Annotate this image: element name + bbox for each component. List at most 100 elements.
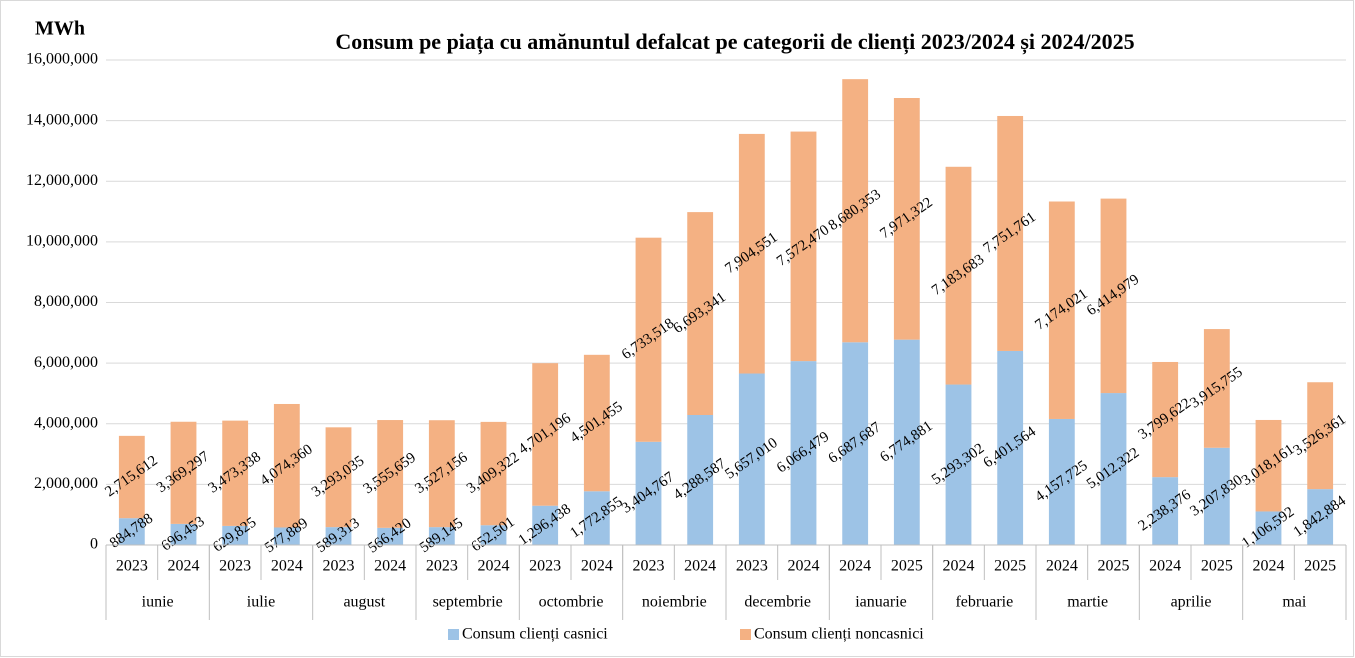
x-tick-label: 2024: [374, 558, 406, 575]
x-tick-label: 2024: [788, 558, 820, 575]
x-tick-label: 2023: [633, 558, 665, 575]
bar-segment: [170, 421, 197, 524]
bar-segment: [1152, 477, 1179, 545]
bar-segment: [118, 435, 145, 519]
group-label: aprilie: [1171, 594, 1212, 611]
bar-segment: [997, 350, 1024, 545]
bar-segment: [1307, 382, 1334, 490]
bar-segment: [170, 523, 197, 545]
x-tick-label: 2024: [943, 558, 975, 575]
bar-segment: [118, 518, 145, 545]
y-tick-label: 2,000,000: [34, 475, 98, 492]
x-tick-label: 2025: [1098, 558, 1130, 575]
x-tick-label: 2023: [219, 558, 251, 575]
y-axis-label: MWh: [35, 18, 85, 40]
bar-segment: [1307, 489, 1334, 545]
bar-segment: [325, 527, 352, 545]
legend-label: Consum clienți noncasnici: [754, 626, 924, 643]
bar-segment: [1048, 201, 1075, 419]
legend-swatch: [740, 629, 751, 640]
bar-segment: [738, 373, 765, 545]
y-tick-label: 14,000,000: [26, 111, 98, 128]
bar-segment: [687, 212, 714, 416]
bar-segment: [377, 527, 404, 545]
x-tick-label: 2025: [1304, 558, 1336, 575]
bar-segment: [997, 115, 1024, 351]
bar-segment: [1203, 447, 1230, 545]
group-label: noiembrie: [642, 594, 707, 611]
group-label: august: [343, 594, 385, 611]
x-tick-label: 2024: [1149, 558, 1181, 575]
bar-segment: [273, 527, 300, 545]
bar-segment: [1203, 329, 1230, 448]
bar-segment: [1255, 511, 1282, 545]
bar-segment: [945, 384, 972, 545]
group-label: octombrie: [539, 594, 604, 611]
x-tick-label: 2023: [116, 558, 148, 575]
bar-segment: [222, 420, 249, 526]
bar-segment: [1255, 419, 1282, 512]
bar-segment: [1100, 393, 1127, 545]
bar-segment: [583, 354, 610, 492]
bar-segment: [1048, 418, 1075, 545]
group-label: iulie: [247, 594, 275, 611]
bar-segment: [273, 403, 300, 528]
group-label: mai: [1282, 594, 1307, 611]
legend-label: Consum clienți casnici: [462, 626, 608, 643]
bar-segment: [222, 525, 249, 545]
bar-segment: [635, 237, 662, 442]
bar-segment: [635, 441, 662, 545]
bar-segment: [377, 420, 404, 528]
y-tick-label: 16,000,000: [26, 51, 98, 68]
bar-segment: [687, 415, 714, 545]
y-tick-label: 12,000,000: [26, 172, 98, 189]
bar-segment: [325, 427, 352, 528]
bar-segment: [790, 131, 817, 362]
y-tick-label: 0: [90, 536, 98, 553]
bar-segment: [532, 505, 559, 545]
x-tick-label: 2025: [891, 558, 923, 575]
y-tick-label: 4,000,000: [34, 414, 98, 431]
x-tick-label: 2025: [994, 558, 1026, 575]
y-tick-label: 8,000,000: [34, 293, 98, 310]
bar-segment: [790, 361, 817, 545]
bar-segment: [480, 525, 507, 545]
bar-segment: [1100, 198, 1127, 394]
x-tick-label: 2024: [684, 558, 716, 575]
chart-title: Consum pe piața cu amănuntul defalcat pe…: [335, 29, 1134, 55]
group-label: ianuarie: [855, 594, 907, 611]
y-tick-label: 10,000,000: [26, 233, 98, 250]
bar-segment: [428, 527, 455, 545]
x-tick-label: 2024: [478, 558, 510, 575]
bar-segment: [945, 166, 972, 385]
x-tick-label: 2024: [1253, 558, 1285, 575]
bar-segment: [480, 421, 507, 526]
x-tick-label: 2023: [323, 558, 355, 575]
x-tick-label: 2024: [168, 558, 200, 575]
group-label: iunie: [142, 594, 174, 611]
x-tick-label: 2024: [1046, 558, 1078, 575]
bar-segment: [893, 339, 920, 545]
x-tick-label: 2024: [581, 558, 613, 575]
bar-segment: [738, 133, 765, 374]
bar-segment: [532, 363, 559, 506]
x-tick-label: 2024: [839, 558, 871, 575]
x-tick-label: 2023: [426, 558, 458, 575]
group-label: martie: [1067, 594, 1108, 611]
x-tick-label: 2023: [736, 558, 768, 575]
bar-segment: [428, 420, 455, 528]
bar-segment: [1152, 361, 1179, 478]
x-tick-label: 2023: [529, 558, 561, 575]
bar-segment: [583, 491, 610, 545]
x-tick-label: 2024: [271, 558, 303, 575]
y-tick-label: 6,000,000: [34, 354, 98, 371]
group-label: septembrie: [433, 594, 503, 611]
legend-swatch: [448, 629, 459, 640]
x-tick-label: 2025: [1201, 558, 1233, 575]
bar-segment: [893, 98, 920, 340]
bar-segment: [842, 342, 869, 545]
group-label: februarie: [955, 594, 1013, 611]
group-label: decembrie: [744, 594, 811, 611]
